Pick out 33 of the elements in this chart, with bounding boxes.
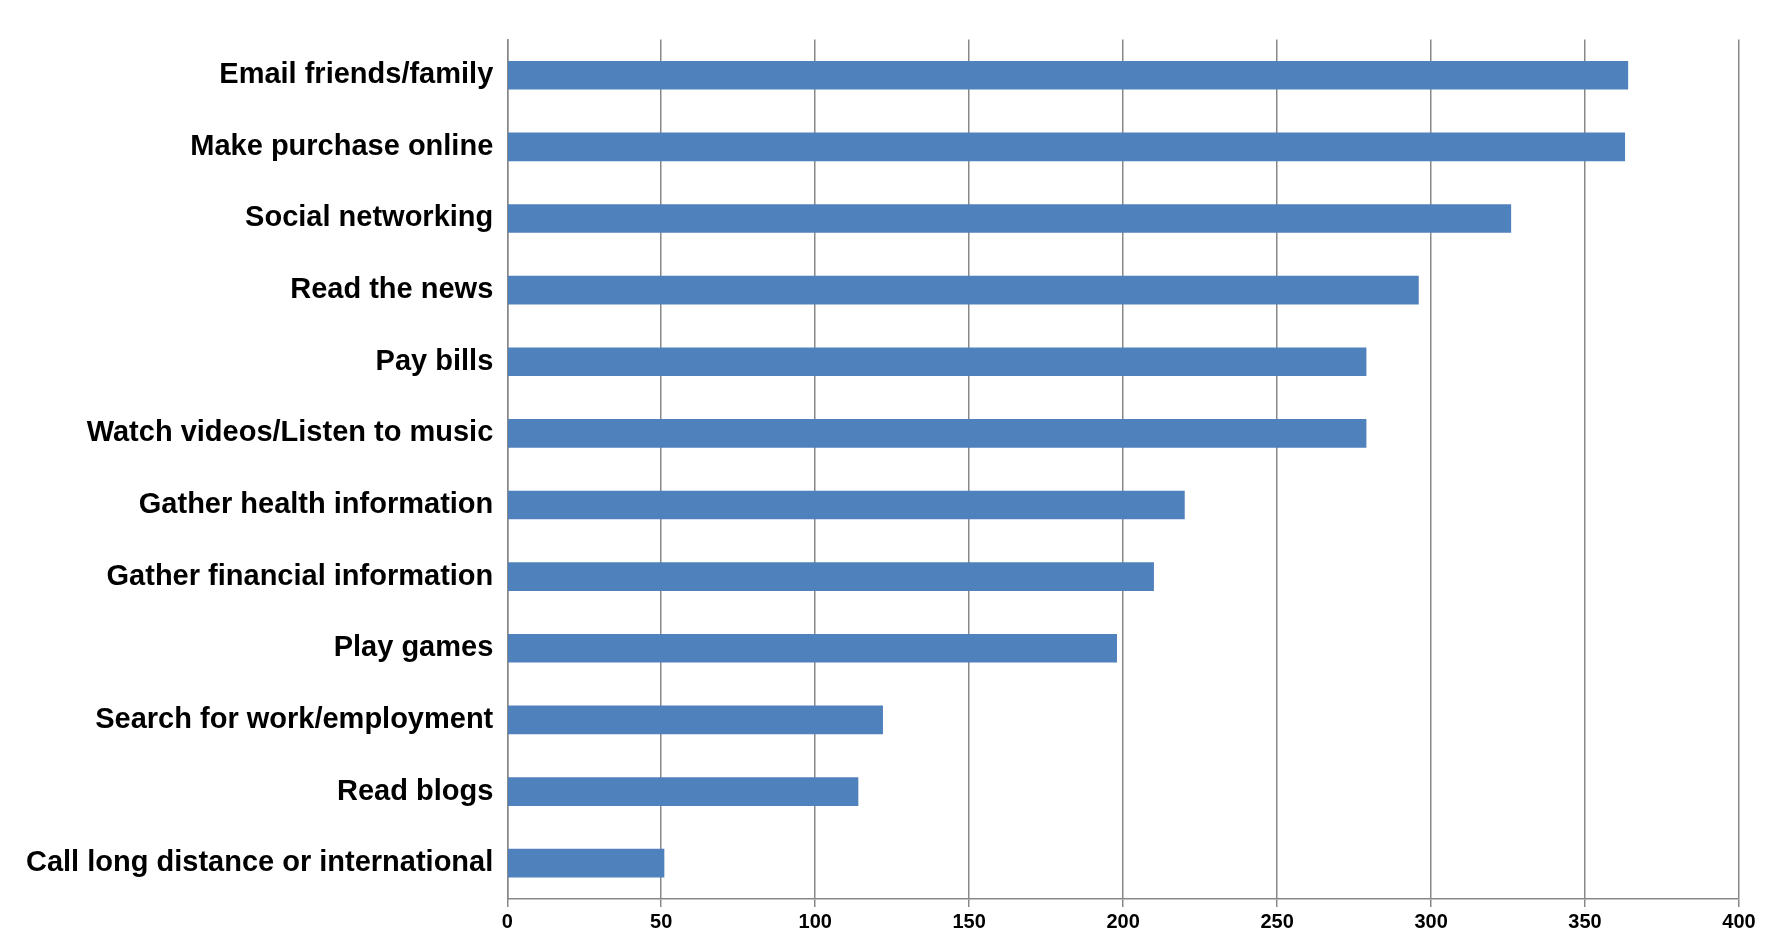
y-tick-label: Social networking xyxy=(245,200,494,233)
x-tick-label: 250 xyxy=(1260,909,1294,932)
y-tick-label: Pay bills xyxy=(375,343,494,376)
x-tick-label: 200 xyxy=(1106,909,1140,932)
bar xyxy=(508,275,1419,305)
y-tick-label: Watch videos/Listen to music xyxy=(86,415,494,448)
y-tick-label: Make purchase online xyxy=(190,128,494,161)
bar xyxy=(508,705,883,735)
bar xyxy=(508,777,859,806)
bar xyxy=(508,347,1367,377)
bar xyxy=(508,419,1367,448)
y-tick-label: Play games xyxy=(333,630,494,663)
x-tick-label: 350 xyxy=(1568,909,1602,932)
bar xyxy=(508,490,1185,520)
y-tick-label: Email friends/family xyxy=(219,57,494,90)
y-tick-label: Read the news xyxy=(290,272,494,305)
x-tick-label: 400 xyxy=(1722,909,1756,932)
bar xyxy=(508,132,1626,162)
y-tick-label: Gather financial information xyxy=(106,558,494,591)
bar xyxy=(508,60,1629,90)
x-tick-label: 150 xyxy=(952,909,986,932)
y-tick-label: Call long distance or international xyxy=(25,845,494,878)
bar xyxy=(508,562,1154,591)
y-tick-label: Read blogs xyxy=(336,773,494,806)
bar xyxy=(508,633,1117,663)
x-tick-label: 0 xyxy=(501,909,513,932)
x-tick-label: 50 xyxy=(650,909,673,932)
bar xyxy=(508,204,1512,233)
bar xyxy=(508,848,665,878)
x-tick-label: 100 xyxy=(798,909,832,932)
y-tick-label: Search for work/employment xyxy=(95,701,494,734)
x-tick-label: 300 xyxy=(1414,909,1448,932)
y-tick-label: Gather health information xyxy=(138,487,494,520)
